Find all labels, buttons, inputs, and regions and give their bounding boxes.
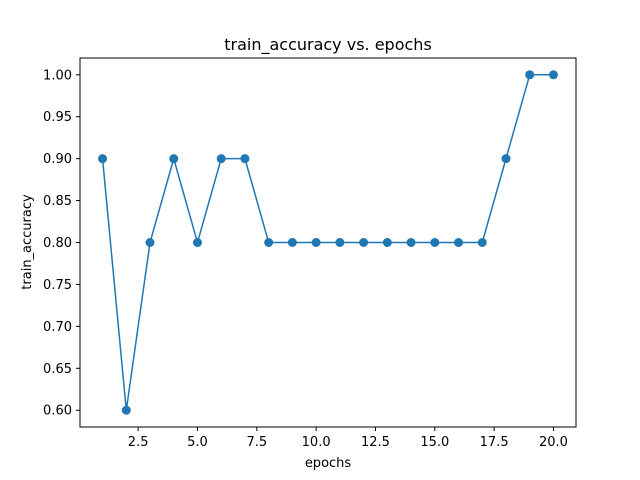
y-tick-label: 0.95 [43, 110, 72, 125]
y-tick-label: 0.90 [43, 152, 72, 167]
data-point [216, 154, 226, 164]
data-point [454, 238, 464, 247]
data-point [430, 238, 440, 247]
x-axis-ticks: 2.5 5.0 7.5 10.0 12.5 15.0 17.5 20.0 [128, 427, 568, 450]
x-tick-label: 17.5 [480, 435, 509, 450]
data-point [477, 238, 487, 247]
x-tick-label: 10.0 [302, 435, 331, 450]
data-point [501, 154, 511, 164]
y-tick-label: 0.70 [43, 320, 72, 335]
x-tick-label: 2.5 [128, 435, 149, 450]
data-point [525, 70, 535, 80]
y-tick-label: 0.80 [43, 236, 72, 251]
data-point [145, 238, 155, 247]
data-point [169, 154, 179, 164]
data-point [98, 154, 108, 164]
y-axis-label: train_accuracy [20, 194, 35, 290]
data-point [311, 238, 321, 247]
y-axis-ticks: 0.60 0.65 0.70 0.75 0.80 0.85 0.90 0.95 1.00 [43, 68, 80, 419]
data-point [264, 238, 274, 247]
axes-frame [79, 57, 577, 428]
x-tick-label: 7.5 [246, 435, 267, 450]
x-tick-label: 15.0 [420, 435, 449, 450]
y-tick-label: 0.85 [43, 194, 72, 209]
data-point [382, 238, 392, 247]
y-tick-label: 0.75 [43, 278, 72, 293]
y-tick-label: 0.65 [43, 362, 72, 377]
data-point [121, 405, 131, 415]
data-point [548, 70, 558, 80]
chart-title: train_accuracy vs. epochs [224, 35, 432, 55]
y-tick-label: 0.60 [43, 404, 72, 419]
x-tick-label: 5.0 [187, 435, 208, 450]
x-axis-label: epochs [305, 456, 352, 471]
data-point [192, 238, 202, 247]
data-point [240, 154, 250, 164]
y-tick-label: 1.00 [43, 68, 72, 83]
x-tick-label: 20.0 [539, 435, 568, 450]
data-point [287, 238, 297, 247]
data-point [406, 238, 416, 247]
data-point [335, 238, 345, 247]
data-point [359, 238, 369, 247]
plot-area [98, 70, 558, 415]
x-tick-label: 12.5 [361, 435, 390, 450]
